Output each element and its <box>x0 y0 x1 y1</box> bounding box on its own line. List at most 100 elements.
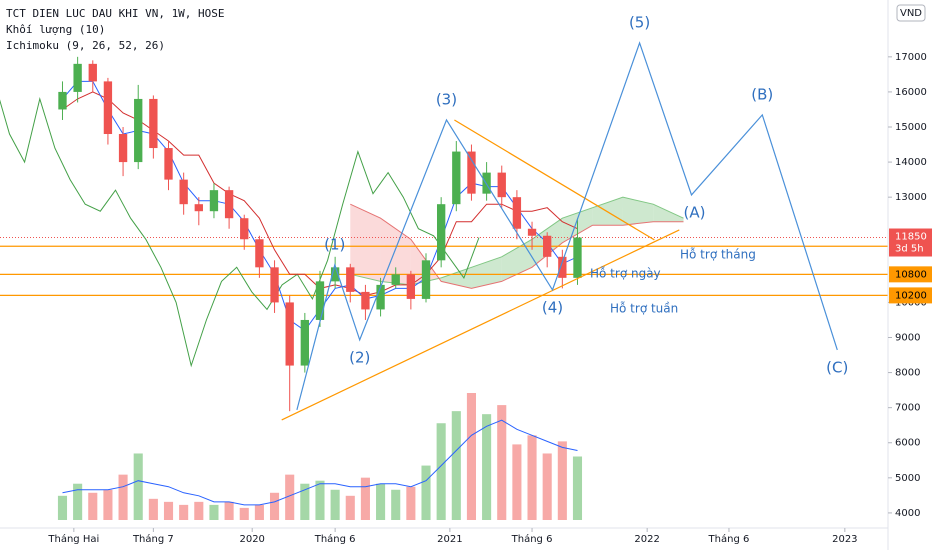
candle-body <box>164 148 173 180</box>
y-tick-label: 5000 <box>895 473 920 484</box>
indicator-label: Ichimoku (9, 26, 52, 26) <box>6 39 165 52</box>
candle-body <box>134 98 143 163</box>
support-price: 10200 <box>895 290 927 301</box>
x-tick-label: 2022 <box>634 534 659 545</box>
support-name: Hỗ trợ tuần <box>610 302 678 316</box>
volume-bar <box>406 486 416 520</box>
y-tick-label: 14000 <box>895 157 927 168</box>
currency: VND <box>900 8 922 19</box>
cloud-segment <box>653 204 684 222</box>
volume-bar <box>436 423 446 520</box>
candle-body <box>497 172 506 198</box>
candle-body <box>149 98 158 149</box>
support-price-box <box>889 266 932 283</box>
volume-bar <box>315 480 325 520</box>
support-price-box <box>889 287 932 304</box>
candle-body <box>194 204 203 212</box>
candle-body <box>285 302 294 366</box>
wave-label: (B) <box>751 85 773 103</box>
y-tick-label: 8000 <box>895 368 920 379</box>
y-tick-label: 17000 <box>895 52 927 63</box>
candle-body <box>361 291 370 310</box>
candle-body <box>406 274 416 299</box>
candle-body <box>527 228 537 236</box>
plot-area: (1) (2) (3) (4) (5) (A) (B) (C) Hỗ trợ tháng Hỗ t… <box>0 13 888 520</box>
candle-body <box>240 218 249 240</box>
volume-bar <box>118 474 128 520</box>
volume-bar <box>391 489 401 520</box>
volume-bar <box>360 477 370 520</box>
volume-bar <box>497 405 507 520</box>
wave-label: (4) <box>542 298 563 316</box>
volume-bar <box>542 453 552 520</box>
x-tick-label: Tháng 6 <box>708 533 750 545</box>
wave-label: (A) <box>683 203 705 221</box>
candle-body <box>573 237 582 278</box>
wave-label: (1) <box>324 235 345 253</box>
chart-title: TCT DIEN LUC DAU KHI VN, 1W, HOSE <box>6 7 225 20</box>
volume-bar <box>557 441 567 520</box>
cloud-segment <box>622 197 654 226</box>
cloud-segment <box>441 267 472 289</box>
volume-bar <box>345 495 355 520</box>
candle-body <box>512 197 522 229</box>
x-tick-label: Tháng 7 <box>132 533 174 545</box>
candle-body <box>73 63 82 92</box>
chikou-line <box>0 97 480 368</box>
candle-body <box>118 134 128 163</box>
volume-bar <box>148 498 158 520</box>
candle-body <box>270 267 279 303</box>
volume-bar <box>103 489 113 520</box>
candle-body <box>300 319 310 366</box>
volume-bar <box>300 483 310 520</box>
support-name: Hỗ trợ tháng <box>680 248 756 262</box>
y-tick-label: 13000 <box>895 192 927 203</box>
volume-bar <box>482 414 492 520</box>
last-price-box <box>889 228 932 257</box>
x-tick-label: Tháng 6 <box>314 533 356 545</box>
x-tick-label: 2020 <box>239 534 264 545</box>
candle-body <box>224 190 234 219</box>
volume-bar <box>285 474 295 520</box>
volume-bar <box>421 465 431 520</box>
wave-label: (5) <box>629 13 650 31</box>
x-tick-label: Tháng Hai <box>47 533 99 545</box>
volume-bar <box>57 495 68 520</box>
elliott-wave <box>296 41 838 411</box>
volume-bar <box>512 444 522 520</box>
candle-body <box>452 151 461 205</box>
volume-bar <box>194 501 204 520</box>
volume-bar <box>179 504 189 520</box>
support-name: Hỗ trợ ngày <box>590 267 661 281</box>
volume-bar <box>466 393 476 520</box>
indicator-label: Khối lượng (10) <box>6 23 105 36</box>
volume-bar <box>209 504 219 520</box>
support-price: 10800 <box>895 269 927 280</box>
candle-body <box>543 235 552 257</box>
volume-bar <box>239 507 249 520</box>
y-tick-label: 6000 <box>895 438 920 449</box>
candle-body <box>88 63 97 82</box>
volume-bar <box>88 492 98 520</box>
volume-bar <box>269 492 280 520</box>
candle-body <box>330 267 340 282</box>
x-tick-label: 2021 <box>437 534 462 545</box>
trendline <box>454 119 655 241</box>
volume-bar <box>451 411 461 520</box>
volume-bar <box>330 489 340 520</box>
y-tick-label: 4000 <box>895 508 920 519</box>
y-tick-label: 7000 <box>895 403 920 414</box>
candle-body <box>179 179 188 205</box>
wave-label: (2) <box>349 348 370 366</box>
volume-bar <box>163 501 174 520</box>
last-price: 11850 <box>895 232 927 243</box>
cloud-segment <box>471 256 502 289</box>
wave-label: (C) <box>826 358 848 376</box>
volume-bar <box>133 453 143 520</box>
volume-bar <box>572 456 583 520</box>
volume-ma <box>62 419 578 506</box>
y-tick-label: 16000 <box>895 87 927 98</box>
countdown: 3d 5h <box>895 244 924 255</box>
candle-body <box>58 91 67 110</box>
